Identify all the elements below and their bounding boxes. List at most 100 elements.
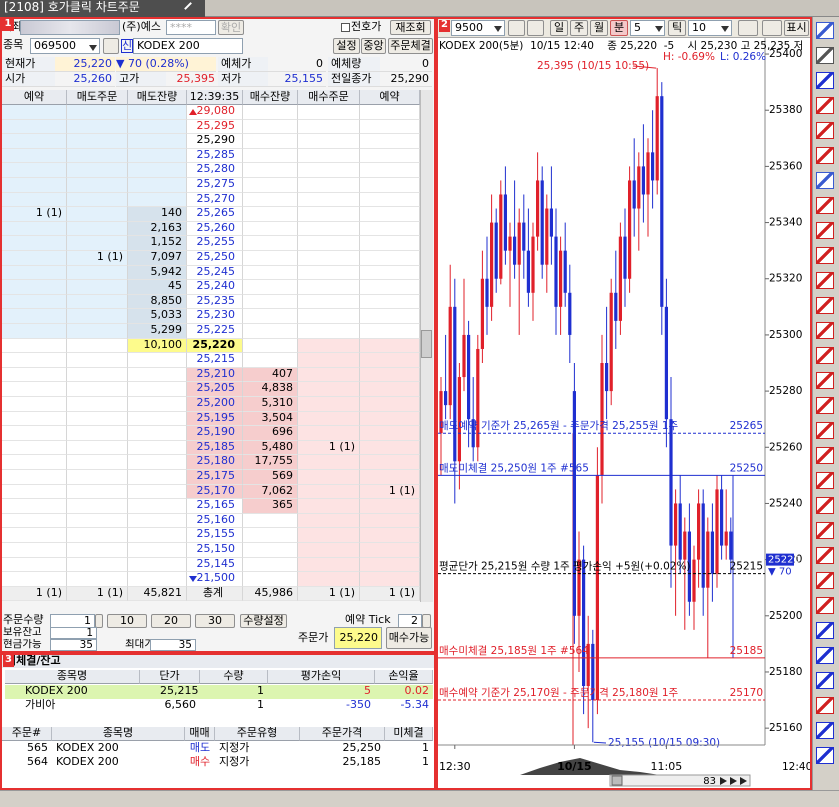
book-cell[interactable]	[128, 557, 187, 573]
tool-icon[interactable]	[816, 172, 834, 189]
tool-icon[interactable]	[816, 472, 834, 489]
orders-cell[interactable]: KODEX 200	[56, 742, 119, 754]
book-cell[interactable]	[128, 148, 187, 164]
orders-cell[interactable]: KODEX 200	[56, 756, 119, 768]
tool-icon[interactable]	[816, 747, 834, 764]
book-cell[interactable]	[243, 236, 298, 251]
book-cell[interactable]	[128, 484, 187, 500]
book-cell[interactable]: 25,285	[187, 148, 243, 164]
price-input[interactable]: 25,220	[334, 627, 382, 649]
orders-cell[interactable]: 지정가	[219, 742, 250, 754]
book-cell[interactable]: 25,255	[187, 236, 243, 251]
book-cell[interactable]: 140	[128, 207, 187, 222]
book-cell[interactable]: 25,150	[187, 543, 243, 558]
book-cell[interactable]	[128, 163, 187, 178]
tool-icon[interactable]	[816, 47, 834, 64]
orders-cell[interactable]: 지정가	[219, 756, 250, 768]
book-cell[interactable]	[128, 411, 187, 427]
tool-icon[interactable]	[816, 672, 834, 689]
search-button[interactable]	[103, 38, 119, 54]
book-cell[interactable]: 5,942	[128, 265, 187, 281]
book-cell[interactable]	[128, 440, 187, 456]
book-cell[interactable]: 3,504	[243, 411, 298, 427]
period-button[interactable]: 월	[590, 20, 608, 36]
book-cell[interactable]: 25,295	[187, 119, 243, 135]
count-select[interactable]: 10	[688, 20, 732, 36]
book-cell[interactable]: 25,145	[187, 557, 243, 573]
tool-icon[interactable]	[816, 572, 834, 589]
tool-icon[interactable]	[816, 147, 834, 164]
book-cell[interactable]: 25,160	[187, 513, 243, 529]
book-cell[interactable]: 25,155	[187, 528, 243, 543]
book-cell[interactable]: 25,200	[187, 397, 243, 412]
tool-icon[interactable]	[816, 97, 834, 114]
book-cell[interactable]	[243, 280, 298, 295]
display-button[interactable]: 표시	[784, 20, 809, 36]
tool-icon[interactable]	[816, 297, 834, 314]
tick-spinner[interactable]	[422, 614, 431, 628]
book-cell[interactable]	[243, 148, 298, 164]
qty-button[interactable]: 수량설정	[240, 614, 287, 628]
book-cell[interactable]: 총계	[187, 586, 243, 602]
book-cell[interactable]	[243, 134, 298, 149]
tool-icon[interactable]	[816, 447, 834, 464]
book-cell[interactable]: 25,185	[187, 440, 243, 456]
tool-icon[interactable]	[738, 20, 758, 36]
book-cell[interactable]	[128, 353, 187, 368]
holdings-cell[interactable]: 1	[200, 685, 268, 699]
tool-icon[interactable]	[816, 347, 834, 364]
book-cell[interactable]: 25,290	[187, 134, 243, 149]
book-cell[interactable]	[243, 178, 298, 193]
holdings-cell[interactable]: 6,560	[140, 699, 200, 713]
book-cell[interactable]	[128, 382, 187, 397]
tool-icon[interactable]	[762, 20, 782, 36]
tool-icon[interactable]	[816, 722, 834, 739]
book-cell[interactable]: 25,225	[187, 324, 243, 339]
tool-icon[interactable]	[816, 397, 834, 414]
period-button[interactable]: 분	[610, 20, 628, 36]
book-cell[interactable]	[128, 499, 187, 514]
book-cell[interactable]: 696	[243, 426, 298, 441]
panel-button[interactable]: 중앙	[361, 38, 386, 54]
book-cell[interactable]: 25,170	[187, 484, 243, 500]
orders-cell[interactable]: 1	[422, 756, 429, 768]
book-cell[interactable]: 10,100	[128, 338, 187, 354]
book-cell[interactable]	[243, 207, 298, 222]
account-select[interactable]	[20, 20, 120, 35]
qty-spinner[interactable]	[95, 614, 103, 628]
book-cell[interactable]	[243, 513, 298, 529]
book-cell[interactable]	[128, 119, 187, 135]
book-cell[interactable]	[243, 251, 298, 266]
book-cell[interactable]: 25,165	[187, 499, 243, 514]
book-cell[interactable]	[243, 309, 298, 324]
book-cell[interactable]: 7,062	[243, 484, 298, 500]
book-cell[interactable]: 25,275	[187, 178, 243, 193]
orders-cell[interactable]: 매도	[189, 742, 211, 754]
scroll-thumb[interactable]	[421, 330, 432, 358]
qty-input[interactable]: 1	[50, 614, 95, 628]
buy-button[interactable]: 매수가능	[386, 627, 432, 649]
book-cell[interactable]: 25,210	[187, 367, 243, 383]
book-cell[interactable]	[128, 572, 187, 587]
tool-icon[interactable]	[816, 697, 834, 714]
tool-icon[interactable]	[816, 597, 834, 614]
book-cell[interactable]	[243, 163, 298, 178]
tool-icon[interactable]	[527, 20, 544, 36]
tool-icon[interactable]	[816, 372, 834, 389]
tool-icon[interactable]	[816, 247, 834, 264]
holdings-cell[interactable]: 5	[268, 685, 375, 699]
book-cell[interactable]: 5,033	[128, 309, 187, 324]
orders-cell[interactable]: 564	[27, 756, 48, 768]
book-cell[interactable]	[243, 338, 298, 354]
checkbox[interactable]	[341, 23, 350, 32]
orders-cell[interactable]: 1	[422, 742, 429, 754]
book-cell[interactable]	[128, 528, 187, 543]
book-cell[interactable]: 25,280	[187, 163, 243, 178]
book-cell[interactable]	[128, 192, 187, 208]
orders-cell[interactable]: 565	[27, 742, 48, 754]
book-cell[interactable]: 2,163	[128, 221, 187, 237]
book-cell[interactable]	[128, 367, 187, 383]
book-cell[interactable]: 29,080	[187, 105, 243, 120]
book-cell[interactable]: 5,310	[243, 397, 298, 412]
book-cell[interactable]	[128, 105, 187, 120]
